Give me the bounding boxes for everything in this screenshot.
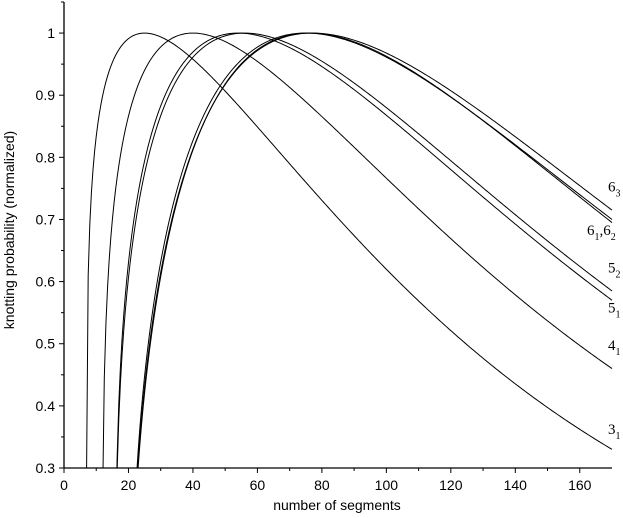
curve-label-5-2: 52 bbox=[608, 260, 621, 280]
series-line-5-1 bbox=[116, 32, 613, 469]
x-tick-label: 0 bbox=[60, 477, 68, 493]
y-tick-label: 0.6 bbox=[36, 274, 56, 290]
y-tick-label: 0.9 bbox=[36, 87, 56, 103]
series-line-6-3 bbox=[137, 32, 613, 469]
x-tick-label: 100 bbox=[375, 477, 399, 493]
x-tick-label: 60 bbox=[250, 477, 266, 493]
x-tick-label: 80 bbox=[314, 477, 330, 493]
series-line-5-2 bbox=[116, 32, 613, 469]
x-tick-label: 40 bbox=[185, 477, 201, 493]
x-tick-label: 20 bbox=[121, 477, 137, 493]
curve-label-4-1: 41 bbox=[608, 338, 621, 358]
curve-label-5-1: 51 bbox=[608, 301, 621, 321]
y-tick-label: 0.7 bbox=[36, 211, 56, 227]
series-line-6-1-6-2 bbox=[136, 32, 613, 469]
y-axis-label: knotting probability (normalized) bbox=[1, 131, 17, 329]
y-tick-label: 0.5 bbox=[36, 336, 56, 352]
x-tick-label: 160 bbox=[568, 477, 592, 493]
series-line-3-1 bbox=[86, 32, 613, 469]
y-tick-label: 0.4 bbox=[36, 398, 56, 414]
x-tick-label: 120 bbox=[439, 477, 463, 493]
axes: 0 20 40 60 80 100 120 140 160 0.3 0.4 0.5 0.6 0.7 0.8 0… bbox=[36, 1, 612, 493]
x-tick-label: 140 bbox=[504, 477, 528, 493]
curve-label-6-3: 63 bbox=[608, 180, 621, 200]
y-tick-label: 0.3 bbox=[36, 460, 56, 476]
curve-label-3-1: 31 bbox=[608, 422, 621, 442]
y-tick-label: 1 bbox=[47, 25, 55, 41]
y-tick-label: 0.8 bbox=[36, 149, 56, 165]
curves bbox=[86, 32, 613, 469]
curve-labels: 31 41 51 52 61,62 63 bbox=[587, 180, 621, 442]
x-axis-label: number of segments bbox=[273, 497, 401, 513]
curve-label-6-1-6-2: 61,62 bbox=[587, 223, 616, 243]
series-line-4-1 bbox=[102, 32, 613, 469]
